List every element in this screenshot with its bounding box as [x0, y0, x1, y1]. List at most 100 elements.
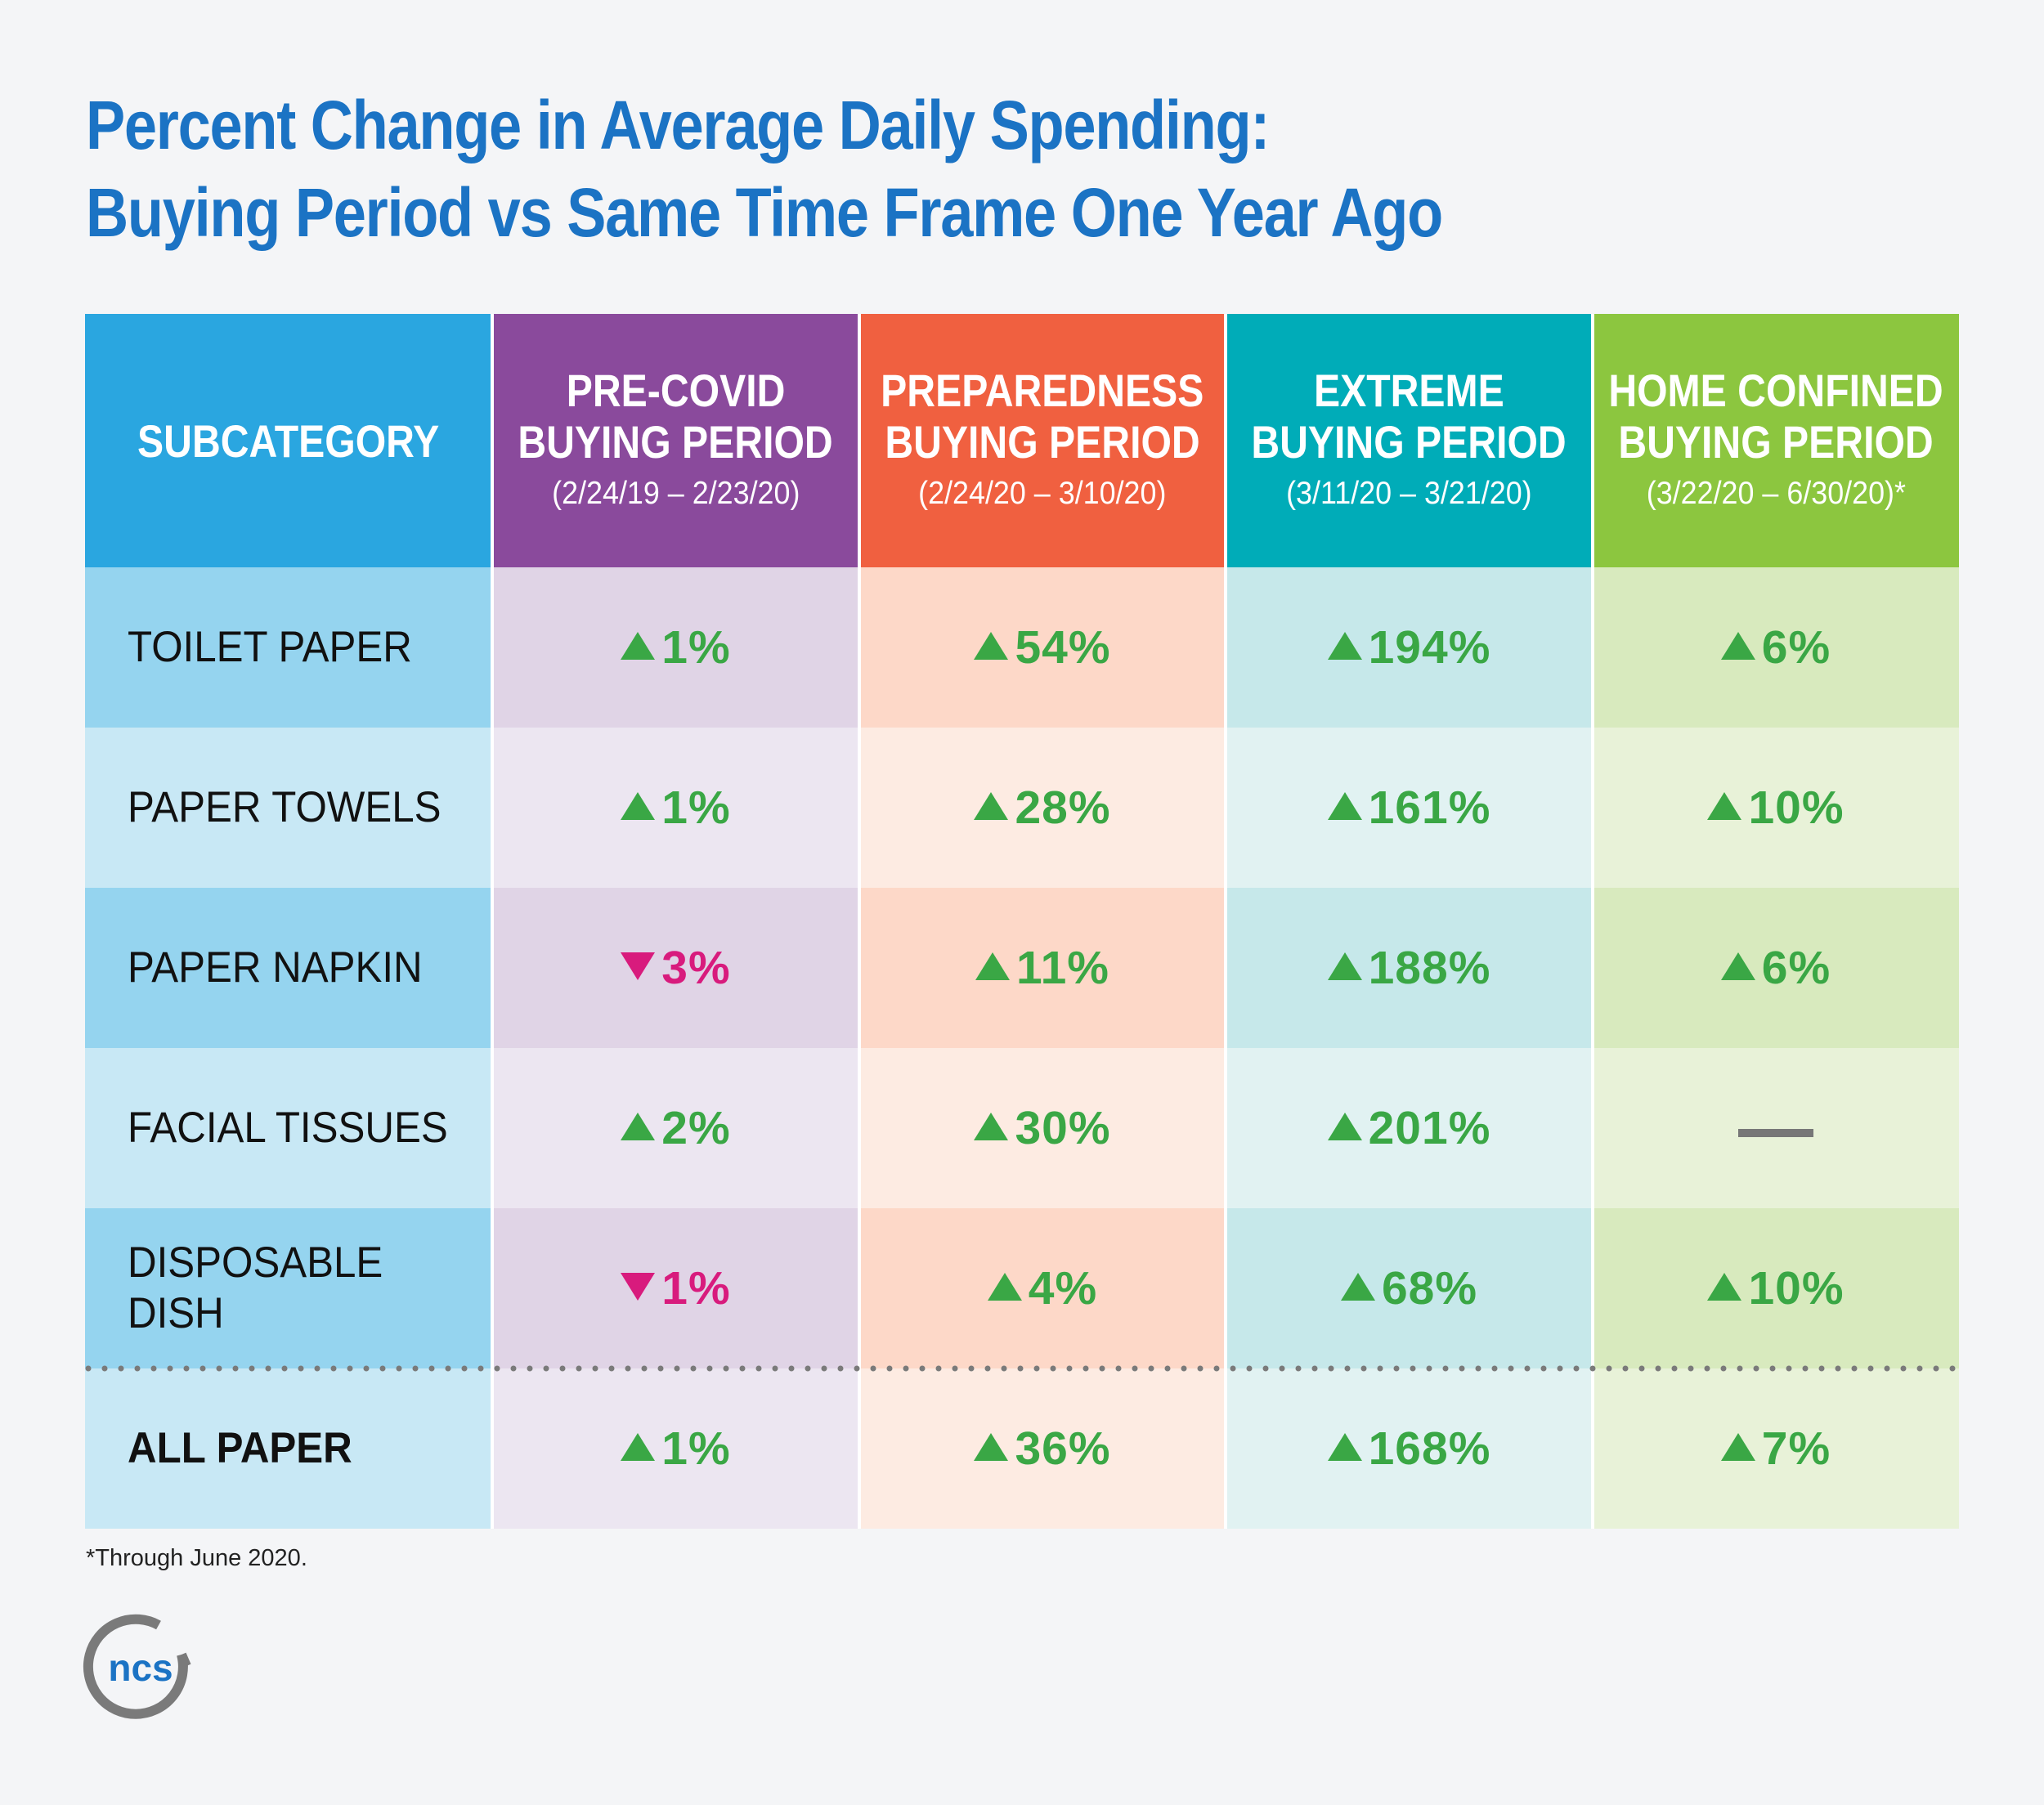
- value-paper-napkin-preparedness: 11%: [859, 888, 1226, 1048]
- separator-dot: [1900, 1365, 1907, 1372]
- separator-dot: [396, 1365, 402, 1372]
- row-label-toilet-paper: TOILET PAPER: [85, 567, 492, 728]
- value-text: 3%: [661, 942, 731, 994]
- separator-dot: [1033, 1365, 1040, 1372]
- separator-dot: [1737, 1365, 1743, 1372]
- separator-dot: [984, 1365, 991, 1372]
- row-label-facial-tissues: FACIAL TISSUES: [85, 1048, 492, 1208]
- separator-dot: [1344, 1365, 1351, 1372]
- separator-dot: [199, 1365, 206, 1372]
- separator-dot: [1442, 1365, 1449, 1372]
- triangle-up-icon: [1327, 1113, 1362, 1140]
- triangle-up-icon: [621, 1113, 656, 1140]
- logo-ring: [83, 1614, 188, 1719]
- separator-dot: [527, 1365, 533, 1372]
- separator-dot: [543, 1365, 549, 1372]
- separator-dot: [477, 1365, 484, 1372]
- value-text: 188%: [1368, 942, 1491, 994]
- separator-dot: [576, 1365, 582, 1372]
- separator-dot: [1671, 1365, 1678, 1372]
- value-text: 10%: [1748, 782, 1845, 834]
- separator-dot: [1213, 1365, 1220, 1372]
- value-all-paper-extreme: 168%: [1226, 1368, 1593, 1529]
- separator-dot: [1279, 1365, 1285, 1372]
- column-divider: [491, 314, 494, 1529]
- triangle-down-icon: [621, 1273, 656, 1301]
- separator-dot: [1148, 1365, 1154, 1372]
- value-all-paper-home-confined: 7%: [1593, 1368, 1959, 1529]
- value-disposable-dish-preparedness: 4%: [859, 1208, 1226, 1368]
- triangle-up-icon: [1327, 1433, 1362, 1461]
- separator-dot: [445, 1365, 451, 1372]
- triangle-up-icon: [974, 632, 1009, 660]
- separator-dot: [510, 1365, 517, 1372]
- value-toilet-paper-extreme: 194%: [1226, 567, 1593, 728]
- separator-dot: [1164, 1365, 1171, 1372]
- separator-dot: [1459, 1365, 1465, 1372]
- separator-dot: [690, 1365, 697, 1372]
- row-label-text: ALL PAPER: [128, 1424, 352, 1472]
- value-facial-tissues-extreme: 201%: [1226, 1048, 1593, 1208]
- separator-dot: [1508, 1365, 1514, 1372]
- triangle-up-icon: [974, 792, 1009, 820]
- separator-dot: [968, 1365, 975, 1372]
- row-label-disposable-dish: DISPOSABLE DISH: [85, 1208, 492, 1368]
- separator-dot: [1704, 1365, 1710, 1372]
- value-disposable-dish-extreme: 68%: [1226, 1208, 1593, 1368]
- separator-dot: [1720, 1365, 1727, 1372]
- value-text: 30%: [1015, 1102, 1111, 1154]
- separator-dot: [1132, 1365, 1138, 1372]
- value-text: 161%: [1368, 782, 1491, 834]
- separator-dot: [772, 1365, 778, 1372]
- separator-dot: [1017, 1365, 1024, 1372]
- value-text: 1%: [661, 782, 731, 834]
- value-text: 6%: [1761, 942, 1831, 994]
- header-dates: (2/24/19 – 2/23/20): [551, 476, 800, 511]
- header-extreme: EXTREME BUYING PERIOD (3/11/20 – 3/21/20): [1226, 314, 1593, 567]
- header-line-2: BUYING PERIOD: [1251, 416, 1567, 468]
- value-paper-towels-preparedness: 28%: [859, 728, 1226, 888]
- separator-dot: [265, 1365, 271, 1372]
- separator-dot: [723, 1365, 729, 1372]
- separator-dot: [805, 1365, 811, 1372]
- separator-dot: [1818, 1365, 1825, 1372]
- separator-dot: [1050, 1365, 1056, 1372]
- separator-dot: [1688, 1365, 1694, 1372]
- value-text: 36%: [1015, 1422, 1111, 1475]
- separator-dot: [379, 1365, 386, 1372]
- separator-dot: [559, 1365, 566, 1372]
- separator-dot: [1181, 1365, 1187, 1372]
- title-line-2: Buying Period vs Same Time Frame One Yea…: [86, 174, 1443, 251]
- triangle-up-icon: [974, 1113, 1009, 1140]
- separator-dot: [363, 1365, 370, 1372]
- separator-dot: [1295, 1365, 1302, 1372]
- separator-dot: [1540, 1365, 1547, 1372]
- header-line-2: BUYING PERIOD: [885, 416, 1200, 468]
- separator-dot: [1083, 1365, 1089, 1372]
- separator-dot: [1393, 1365, 1400, 1372]
- value-text: 168%: [1368, 1422, 1491, 1475]
- header-home-confined: HOME CONFINED BUYING PERIOD (3/22/20 – 6/3…: [1593, 314, 1959, 567]
- separator-dot: [1197, 1365, 1204, 1372]
- footnote: *Through June 2020.: [86, 1545, 307, 1571]
- separator-dot: [837, 1365, 844, 1372]
- separator-dot: [1115, 1365, 1122, 1372]
- separator-dot: [625, 1365, 631, 1372]
- value-disposable-dish-home-confined: 10%: [1593, 1208, 1959, 1368]
- header-line-1: SUBCATEGORY: [137, 414, 440, 467]
- row-label-text: PAPER TOWELS: [128, 783, 442, 831]
- value-text: 201%: [1368, 1102, 1491, 1154]
- triangle-up-icon: [1707, 1273, 1742, 1301]
- value-paper-napkin-pre-covid: 3%: [492, 888, 859, 1048]
- separator-dot: [608, 1365, 615, 1372]
- separator-dot: [788, 1365, 795, 1372]
- value-paper-towels-extreme: 161%: [1226, 728, 1593, 888]
- separator-dot: [641, 1365, 648, 1372]
- separator-dot: [1410, 1365, 1416, 1372]
- separator-dot: [1802, 1365, 1809, 1372]
- header-line-1: HOME CONFINED: [1608, 365, 1943, 416]
- total-row-separator: [85, 1365, 1956, 1372]
- separator-dot: [1246, 1365, 1253, 1372]
- triangle-up-icon: [1707, 792, 1742, 820]
- spending-table: SUBCATEGORY PRE-COVID BUYING PERIOD (2/24/1…: [85, 314, 1959, 1529]
